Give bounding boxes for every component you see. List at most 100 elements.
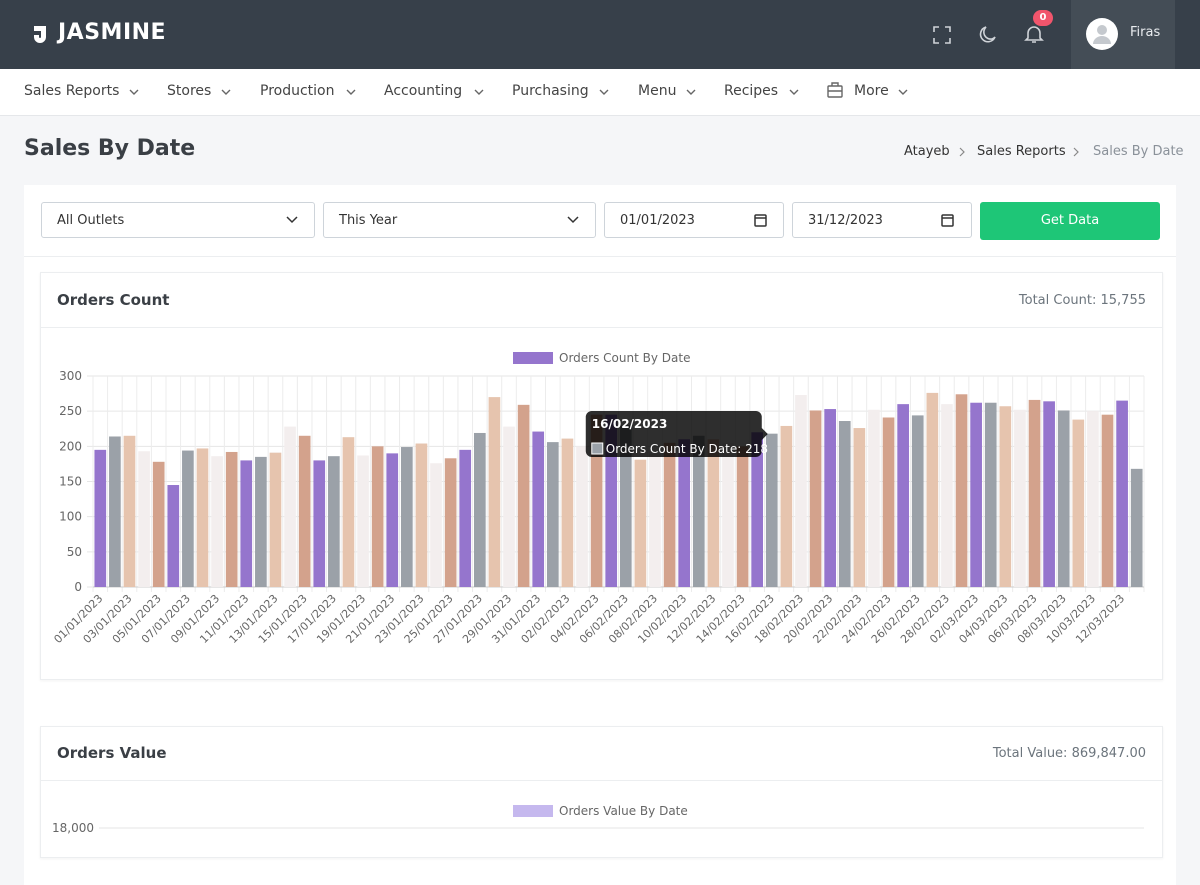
legend-label: Orders Count By Date [559,351,690,365]
divider [41,327,1162,328]
bar [868,409,880,587]
bar [415,443,428,587]
tooltip-label: Orders Count By Date: 218 [606,442,768,456]
nav-item[interactable]: Production [260,83,335,99]
tooltip-box [585,411,768,457]
nav-item[interactable]: More [854,83,889,99]
bar [138,451,150,587]
nav-item[interactable]: Recipes [724,83,779,99]
bar [371,446,384,587]
chart-card: Orders Count Total Count: 15,755 Orders … [40,272,1163,680]
bar [853,428,866,587]
select-value: All Outlets [57,213,125,228]
bar [182,450,194,587]
bar [736,446,749,587]
bar [357,455,369,587]
bar [634,459,647,587]
bar [984,402,997,587]
legend-label: Orders Value By Date [559,804,688,818]
bar [941,404,953,587]
brand: JASMINE [58,20,167,45]
bar [152,461,165,587]
bar [1028,399,1041,587]
bar [590,414,603,587]
y-tick-label: 100 [59,510,82,524]
tooltip-swatch [591,442,604,455]
user-menu[interactable]: Firas [1071,0,1175,69]
y-tick-label: 300 [59,369,82,383]
bar [911,415,924,587]
bar [692,435,705,587]
bar [444,458,457,587]
bar [517,404,530,587]
breadcrumb-item[interactable]: Sales Reports [977,144,1066,159]
bar [123,435,136,587]
bar [824,409,836,587]
bar [1014,409,1026,587]
bar [576,446,588,587]
nav-item[interactable]: Purchasing [512,83,589,99]
divider [24,256,1176,257]
bar [1101,414,1114,587]
bar [955,394,968,587]
bar [386,453,399,587]
bar [430,463,442,587]
tooltip-title: 16/02/2023 [592,417,668,431]
nav-item[interactable]: Accounting [384,83,463,99]
bar [240,460,253,587]
bar [619,425,632,587]
bar [1116,400,1128,587]
theme-icon[interactable] [978,24,998,44]
bell-icon[interactable] [1024,24,1044,44]
tooltip: 16/02/2023 Orders Count By Date: 218 [585,411,768,457]
nav-item[interactable]: Menu [638,83,677,99]
y-tick-label: 18,000 [52,821,94,835]
bar [225,451,238,587]
period-select[interactable]: This Year [323,202,596,238]
bar [780,425,793,587]
bar [1043,401,1055,587]
bar [1072,419,1085,587]
nav-bar: Sales Reports Stores Production Accounti… [0,69,1200,116]
from-date[interactable]: 01/01/2023 [604,202,784,238]
bar [298,435,311,587]
get-data-button[interactable]: Get Data [980,202,1160,240]
bar [546,442,559,587]
divider [41,780,1162,781]
card-total: Total Value: 869,847.00 [992,746,1146,761]
bar [751,432,764,587]
page-title: Sales By Date [24,136,196,161]
fullscreen-icon[interactable] [932,25,952,45]
chart: Orders Count By Date05010015020025030001… [51,351,1145,646]
y-tick-label: 200 [59,439,82,453]
bar [532,431,545,587]
date-value: 01/01/2023 [620,213,695,228]
chart: Orders Value By Date 18,000 [52,804,1144,835]
top-bar: JASMINE 0 Firas [0,0,1200,69]
outlet-select[interactable]: All Outlets [41,202,315,238]
bar [459,449,472,587]
legend-swatch [513,805,553,817]
bar [488,397,501,587]
bar [926,392,939,587]
bar [503,426,515,587]
nav-item[interactable]: Sales Reports [24,83,120,99]
breadcrumb-separators [959,147,1079,157]
nav-icons [129,82,908,98]
bar [473,432,486,587]
bar [1087,411,1099,587]
bar [809,410,822,587]
to-date[interactable]: 31/12/2023 [792,202,972,238]
breadcrumb-item[interactable]: Atayeb [904,144,950,159]
nav-item[interactable]: Stores [167,83,212,99]
bar [882,417,895,587]
bar [663,442,676,587]
user-name: Firas [1130,25,1161,40]
logo-icon [34,26,46,43]
bar [970,402,982,587]
bar [795,394,807,587]
bar [196,448,209,587]
bar [94,449,107,587]
legend-swatch [513,352,553,364]
y-tick-label: 250 [59,404,82,418]
